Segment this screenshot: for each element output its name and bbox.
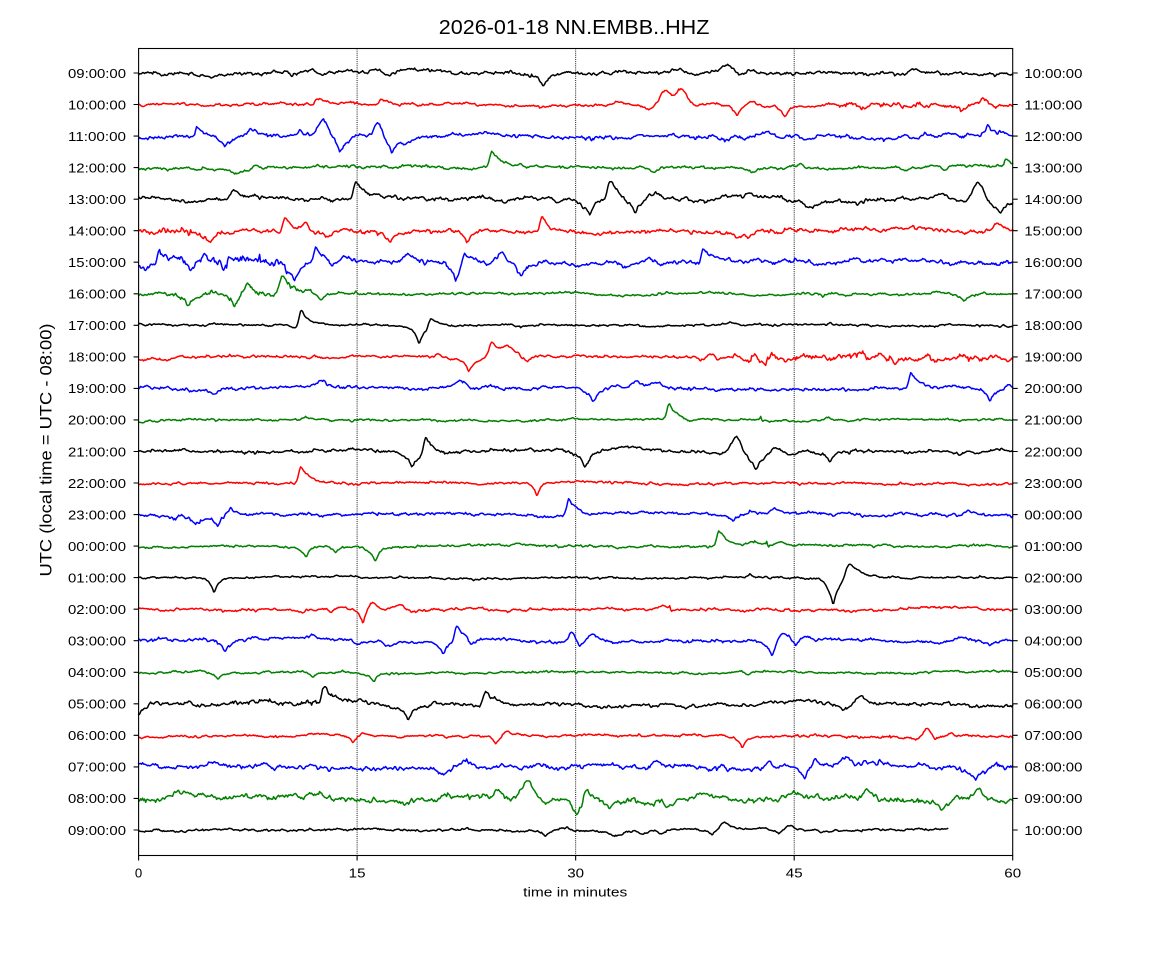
svg-text:06:00:00: 06:00:00 [68, 728, 126, 743]
svg-text:20:00:00: 20:00:00 [68, 413, 126, 428]
svg-text:09:00:00: 09:00:00 [1024, 791, 1082, 806]
svg-text:15:00:00: 15:00:00 [1024, 224, 1082, 239]
svg-text:22:00:00: 22:00:00 [68, 476, 126, 491]
svg-text:09:00:00: 09:00:00 [68, 66, 126, 81]
svg-text:16:00:00: 16:00:00 [68, 287, 126, 302]
svg-text:01:00:00: 01:00:00 [68, 570, 126, 585]
svg-text:06:00:00: 06:00:00 [1024, 697, 1082, 712]
svg-text:04:00:00: 04:00:00 [1024, 634, 1082, 649]
svg-text:time in minutes: time in minutes [523, 884, 627, 899]
svg-text:13:00:00: 13:00:00 [68, 192, 126, 207]
svg-text:07:00:00: 07:00:00 [68, 760, 126, 775]
svg-text:16:00:00: 16:00:00 [1024, 255, 1082, 270]
svg-text:04:00:00: 04:00:00 [68, 665, 126, 680]
svg-text:03:00:00: 03:00:00 [1024, 602, 1082, 617]
svg-text:18:00:00: 18:00:00 [1024, 318, 1082, 333]
svg-text:60: 60 [1004, 865, 1021, 880]
svg-text:07:00:00: 07:00:00 [1024, 728, 1082, 743]
svg-text:18:00:00: 18:00:00 [68, 350, 126, 365]
svg-text:05:00:00: 05:00:00 [1024, 665, 1082, 680]
svg-text:30: 30 [567, 865, 584, 880]
svg-text:12:00:00: 12:00:00 [68, 160, 126, 175]
svg-text:17:00:00: 17:00:00 [68, 318, 126, 333]
svg-text:11:00:00: 11:00:00 [1024, 97, 1082, 112]
svg-text:23:00:00: 23:00:00 [1024, 476, 1082, 491]
svg-text:14:00:00: 14:00:00 [68, 224, 126, 239]
svg-text:00:00:00: 00:00:00 [68, 539, 126, 554]
svg-text:UTC (local time = UTC - 08:00): UTC (local time = UTC - 08:00) [38, 324, 56, 577]
svg-text:00:00:00: 00:00:00 [1024, 507, 1082, 522]
svg-text:17:00:00: 17:00:00 [1024, 287, 1082, 302]
svg-text:03:00:00: 03:00:00 [68, 634, 126, 649]
svg-text:08:00:00: 08:00:00 [68, 791, 126, 806]
svg-text:19:00:00: 19:00:00 [68, 381, 126, 396]
svg-text:08:00:00: 08:00:00 [1024, 760, 1082, 775]
svg-text:14:00:00: 14:00:00 [1024, 192, 1082, 207]
svg-text:10:00:00: 10:00:00 [68, 97, 126, 112]
svg-text:23:00:00: 23:00:00 [68, 507, 126, 522]
svg-text:21:00:00: 21:00:00 [68, 444, 126, 459]
svg-text:02:00:00: 02:00:00 [68, 602, 126, 617]
svg-text:0: 0 [135, 865, 142, 880]
svg-text:15:00:00: 15:00:00 [68, 255, 126, 270]
svg-text:20:00:00: 20:00:00 [1024, 381, 1082, 396]
svg-text:10:00:00: 10:00:00 [1024, 823, 1082, 838]
svg-text:05:00:00: 05:00:00 [68, 697, 126, 712]
svg-text:45: 45 [786, 865, 803, 880]
svg-text:21:00:00: 21:00:00 [1024, 413, 1082, 428]
svg-text:12:00:00: 12:00:00 [1024, 129, 1082, 144]
svg-text:19:00:00: 19:00:00 [1024, 350, 1082, 365]
svg-text:22:00:00: 22:00:00 [1024, 444, 1082, 459]
svg-text:09:00:00: 09:00:00 [68, 823, 126, 838]
svg-text:01:00:00: 01:00:00 [1024, 539, 1082, 554]
svg-text:13:00:00: 13:00:00 [1024, 160, 1082, 175]
svg-text:11:00:00: 11:00:00 [68, 129, 126, 144]
svg-text:10:00:00: 10:00:00 [1024, 66, 1082, 81]
svg-text:02:00:00: 02:00:00 [1024, 570, 1082, 585]
svg-text:2026-01-18 NN.EMBB..HHZ: 2026-01-18 NN.EMBB..HHZ [439, 17, 710, 39]
svg-text:15: 15 [349, 865, 366, 880]
